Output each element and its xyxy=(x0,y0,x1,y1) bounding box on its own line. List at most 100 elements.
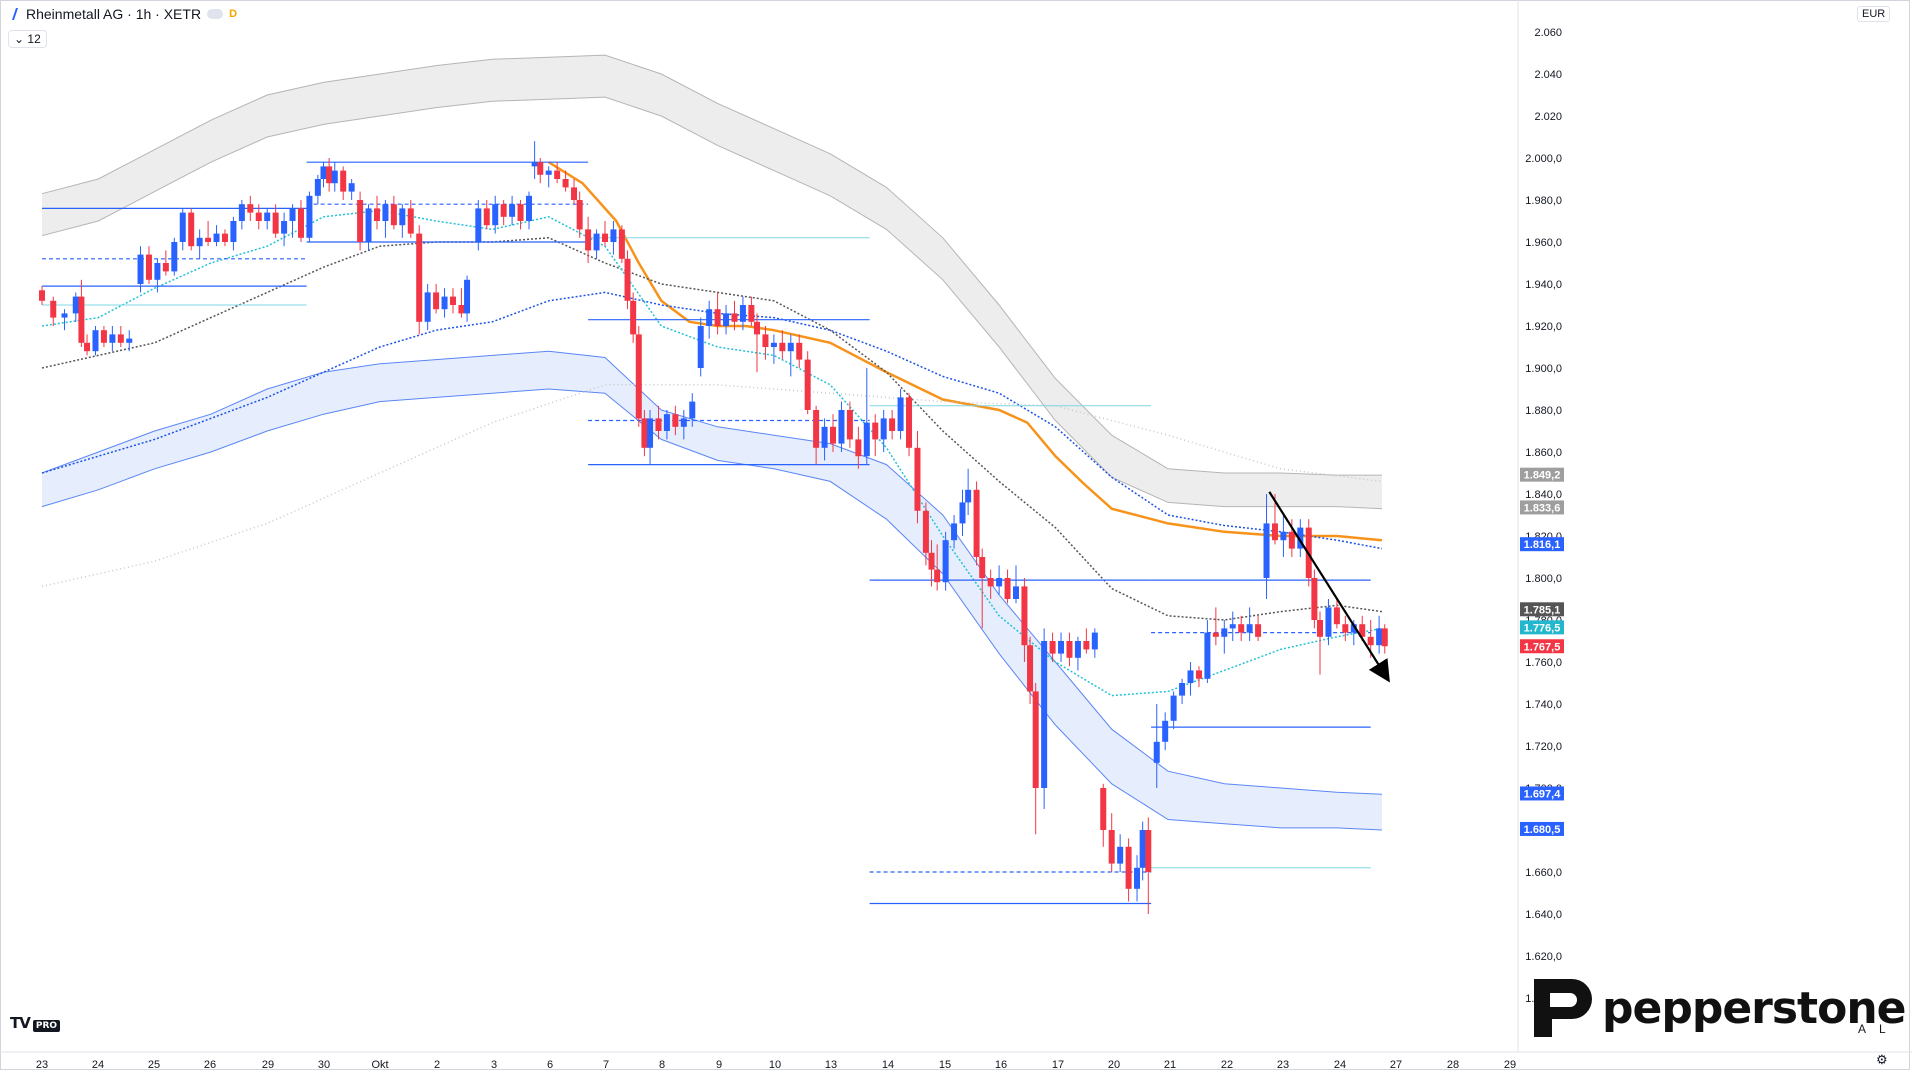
y-tick-label: 1.660,0 xyxy=(1525,867,1562,879)
candle-79 xyxy=(680,418,687,427)
candle-1 xyxy=(50,300,57,318)
candle-7 xyxy=(100,330,107,343)
candle-16 xyxy=(179,212,186,242)
candle-26 xyxy=(264,212,271,221)
candle-112 xyxy=(951,523,958,541)
x-tick-label: 23 xyxy=(36,1059,48,1071)
candle-33 xyxy=(320,166,327,179)
candle-17 xyxy=(188,212,195,247)
candle-136 xyxy=(1139,830,1146,868)
x-tick-label: 3 xyxy=(491,1059,497,1071)
x-tick-label: 22 xyxy=(1221,1059,1233,1071)
chart-header: Rheinmetall AG · 1h · XETR D xyxy=(10,6,237,22)
candle-19 xyxy=(205,237,212,242)
chart-title[interactable]: Rheinmetall AG · 1h · XETR xyxy=(26,6,202,22)
candle-52 xyxy=(475,208,482,242)
candle-131 xyxy=(1100,788,1107,830)
candle-130 xyxy=(1091,632,1098,650)
delayed-badge[interactable]: D xyxy=(229,8,238,20)
candle-120 xyxy=(1012,586,1019,599)
candle-12 xyxy=(145,254,152,280)
band-upper-0 xyxy=(41,54,1382,476)
candle-161 xyxy=(1342,624,1349,633)
candle-11 xyxy=(137,254,144,284)
indicators-toggle[interactable]: ⌄ 12 xyxy=(8,30,47,48)
x-tick-label: 25 xyxy=(148,1059,160,1071)
x-tick-label: 7 xyxy=(603,1059,609,1071)
candle-4 xyxy=(78,296,85,343)
candle-37 xyxy=(348,183,355,192)
candle-94 xyxy=(804,359,811,410)
candle-149 xyxy=(1246,624,1253,633)
candle-159 xyxy=(1325,607,1332,637)
price-label-box-5 xyxy=(1520,639,1564,654)
candle-42 xyxy=(390,204,397,226)
candle-0 xyxy=(39,290,45,301)
candle-9 xyxy=(117,334,124,343)
price-label-3: 1.785,1 xyxy=(1524,604,1561,616)
x-tick-label: 13 xyxy=(825,1059,837,1071)
x-tick-label: 29 xyxy=(1504,1059,1516,1071)
candle-92 xyxy=(787,342,794,352)
candle-55 xyxy=(500,204,507,217)
y-tick-label: 1.980,0 xyxy=(1525,195,1562,207)
candle-10 xyxy=(126,338,133,343)
candle-141 xyxy=(1179,683,1186,696)
candle-115 xyxy=(973,489,980,557)
candle-100 xyxy=(855,439,862,457)
candle-35 xyxy=(331,170,338,184)
candle-85 xyxy=(731,313,738,322)
gear-icon[interactable]: ⚙ xyxy=(1876,1052,1888,1067)
x-tick-label: 6 xyxy=(547,1059,553,1071)
y-tick-label: 1.860,0 xyxy=(1525,447,1562,459)
price-label-box-4 xyxy=(1520,620,1564,635)
price-label-4: 1.776,5 xyxy=(1524,622,1561,634)
candle-65 xyxy=(576,200,583,230)
band-fill-1 xyxy=(42,351,1382,830)
price-label-0: 1.849,2 xyxy=(1524,470,1561,482)
candle-31 xyxy=(306,195,313,238)
candle-51 xyxy=(464,279,471,314)
price-label-7: 1.680,5 xyxy=(1524,824,1561,836)
log-scale-button[interactable]: L xyxy=(1879,1022,1886,1036)
candle-104 xyxy=(889,418,896,431)
candle-8 xyxy=(109,334,116,343)
candle-54 xyxy=(492,204,499,226)
candle-134 xyxy=(1125,846,1132,889)
candle-137 xyxy=(1145,830,1152,872)
candle-158 xyxy=(1317,620,1324,637)
candle-57 xyxy=(517,204,524,221)
candle-34 xyxy=(326,166,333,184)
auto-scale-button[interactable]: A xyxy=(1858,1022,1867,1036)
candle-89 xyxy=(762,334,769,347)
candle-32 xyxy=(314,179,321,196)
x-tick-label: 20 xyxy=(1108,1059,1120,1071)
trendline-arrow xyxy=(1268,491,1390,683)
candle-36 xyxy=(340,170,347,192)
candle-60 xyxy=(537,162,544,175)
candle-77 xyxy=(663,414,670,431)
x-tick-label: 2 xyxy=(434,1059,440,1071)
candle-125 xyxy=(1049,641,1056,654)
candle-103 xyxy=(880,418,887,440)
candle-58 xyxy=(525,195,532,221)
candle-72 xyxy=(630,300,637,335)
candle-150 xyxy=(1255,624,1262,637)
band-lower-0 xyxy=(41,96,1382,510)
candle-84 xyxy=(723,313,730,326)
candle-95 xyxy=(813,410,820,448)
candle-59 xyxy=(531,162,538,167)
candle-121 xyxy=(1021,586,1028,646)
candle-113 xyxy=(959,502,966,524)
y-tick-label: 2.000,0 xyxy=(1525,153,1562,165)
candle-143 xyxy=(1195,670,1202,679)
candle-46 xyxy=(424,292,431,322)
band-fill-0 xyxy=(42,55,1382,509)
currency-button[interactable]: EUR xyxy=(1857,6,1891,22)
y-tick-label: 1.920,0 xyxy=(1525,321,1562,333)
x-tick-label: 29 xyxy=(262,1059,274,1071)
candle-73 xyxy=(635,334,642,419)
candle-27 xyxy=(272,212,279,234)
candle-86 xyxy=(739,305,746,322)
